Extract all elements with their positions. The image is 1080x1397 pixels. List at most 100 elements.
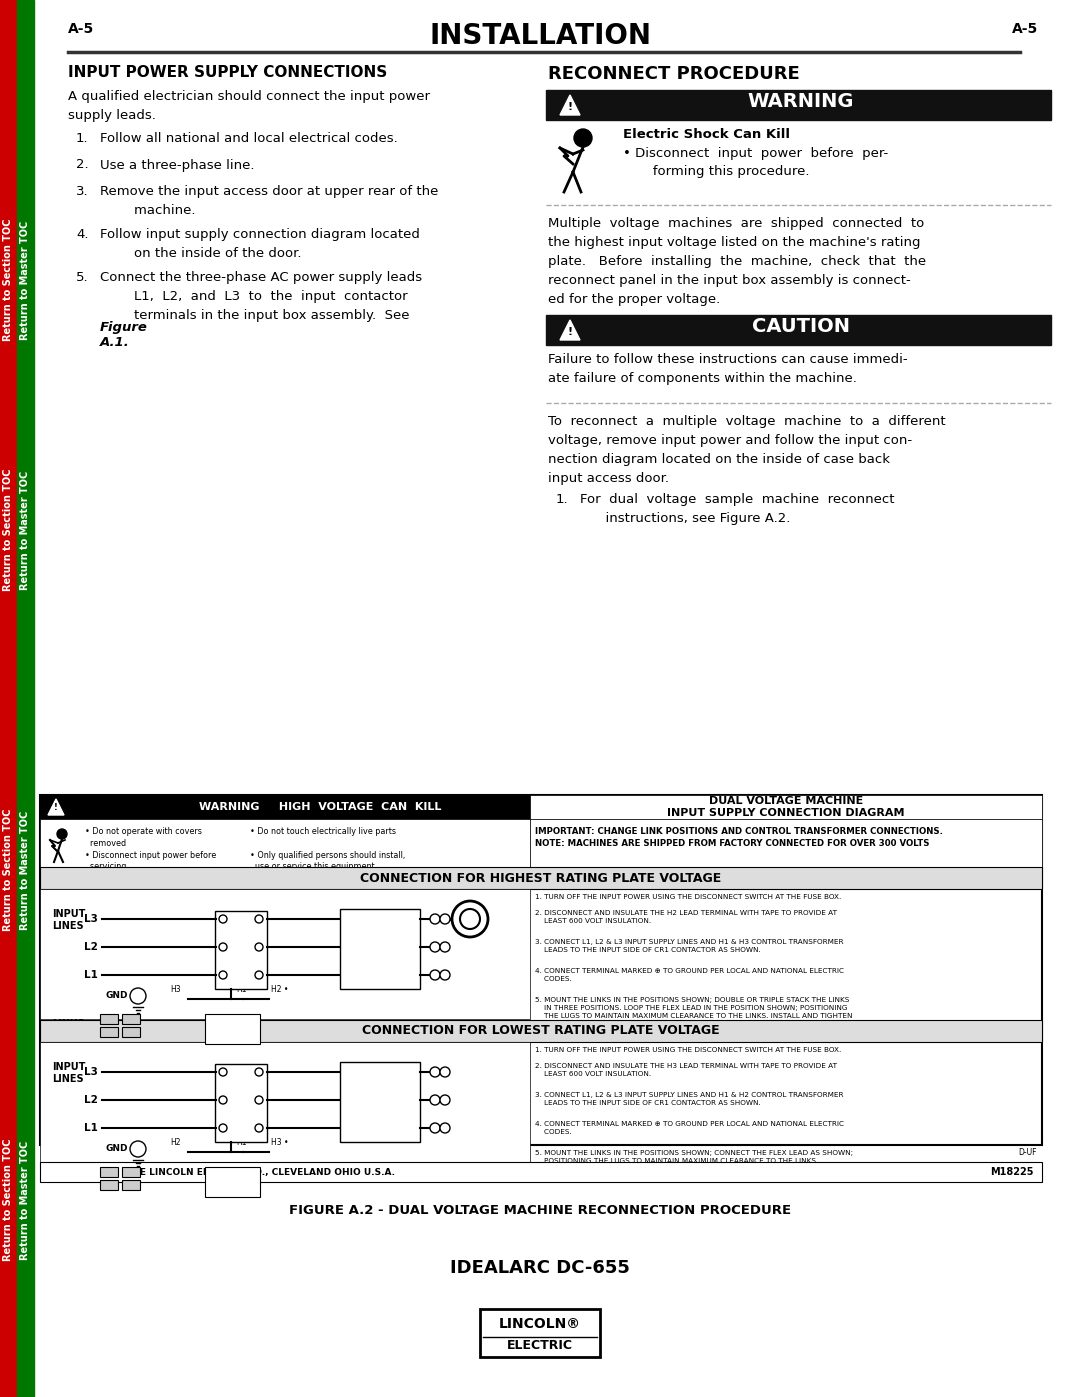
Bar xyxy=(40,1162,1042,1182)
Text: Return to Section TOC: Return to Section TOC xyxy=(3,809,14,932)
Circle shape xyxy=(440,1123,450,1133)
Text: H3 •: H3 • xyxy=(271,1139,288,1147)
Text: DUAL VOLTAGE MACHINE
INPUT SUPPLY CONNECTION DIAGRAM: DUAL VOLTAGE MACHINE INPUT SUPPLY CONNEC… xyxy=(667,796,905,819)
Text: !: ! xyxy=(567,102,572,112)
Circle shape xyxy=(255,1125,264,1132)
Circle shape xyxy=(255,971,264,979)
Text: GND: GND xyxy=(105,1144,127,1153)
Text: INPUT
LINES: INPUT LINES xyxy=(52,909,85,932)
Bar xyxy=(215,1065,267,1141)
Text: H2: H2 xyxy=(170,1139,180,1147)
Bar xyxy=(480,1309,600,1356)
Text: H3: H3 xyxy=(170,985,180,995)
Text: 3. CONNECT L1, L2 & L3 INPUT SUPPLY LINES AND H1 & H3 CONTROL TRANSFORMER
    LE: 3. CONNECT L1, L2 & L3 INPUT SUPPLY LINE… xyxy=(535,939,843,953)
Text: !: ! xyxy=(54,803,58,813)
Circle shape xyxy=(255,915,264,923)
Bar xyxy=(100,1166,118,1178)
Circle shape xyxy=(219,1067,227,1076)
Text: U: U xyxy=(221,971,227,979)
Text: 4. CONNECT TERMINAL MARKED ⊕ TO GROUND PER LOCAL AND NATIONAL ELECTRIC
    CODES: 4. CONNECT TERMINAL MARKED ⊕ TO GROUND P… xyxy=(535,968,843,982)
Circle shape xyxy=(255,1097,264,1104)
Text: • Do not operate with covers
  removed
• Disconnect input power before
  servici: • Do not operate with covers removed • D… xyxy=(85,827,216,872)
Bar xyxy=(122,1180,140,1190)
Text: 2.: 2. xyxy=(76,158,89,172)
Text: L2: L2 xyxy=(84,1095,98,1105)
Circle shape xyxy=(430,942,440,951)
Text: Follow all national and local electrical codes.: Follow all national and local electrical… xyxy=(100,131,397,145)
Text: To  reconnect  a  multiple  voltage  machine  to  a  different
voltage, remove i: To reconnect a multiple voltage machine … xyxy=(548,415,946,485)
Bar xyxy=(40,819,530,868)
Circle shape xyxy=(440,914,450,923)
Text: M18225: M18225 xyxy=(990,1166,1034,1178)
Circle shape xyxy=(440,942,450,951)
Text: • Disconnect  input  power  before  per-
       forming this procedure.: • Disconnect input power before per- for… xyxy=(623,147,888,177)
Bar xyxy=(40,795,530,819)
Bar xyxy=(530,819,1042,868)
Circle shape xyxy=(57,828,67,840)
Circle shape xyxy=(255,1067,264,1076)
Text: 5.: 5. xyxy=(76,271,89,284)
Circle shape xyxy=(255,943,264,951)
Text: INPUT
LINES: INPUT LINES xyxy=(52,1062,85,1084)
Text: CR1: CR1 xyxy=(233,919,248,928)
Text: INSTALLATION: INSTALLATION xyxy=(429,22,651,50)
Bar xyxy=(122,1027,140,1037)
Text: L1: L1 xyxy=(84,970,98,981)
Text: ELECTRIC: ELECTRIC xyxy=(507,1338,573,1352)
Circle shape xyxy=(430,1123,440,1133)
Text: 5. MOUNT THE LINKS IN THE POSITIONS SHOWN; DOUBLE OR TRIPLE STACK THE LINKS
    : 5. MOUNT THE LINKS IN THE POSITIONS SHOW… xyxy=(535,997,852,1027)
Circle shape xyxy=(440,1067,450,1077)
Circle shape xyxy=(430,1095,440,1105)
Text: Return to Section TOC: Return to Section TOC xyxy=(3,1139,14,1261)
Circle shape xyxy=(430,970,440,981)
Text: 3. CONNECT L1, L2 & L3 INPUT SUPPLY LINES AND H1 & H2 CONTROL TRANSFORMER
    LE: 3. CONNECT L1, L2 & L3 INPUT SUPPLY LINE… xyxy=(535,1092,843,1106)
Text: Follow input supply connection diagram located
        on the inside of the door: Follow input supply connection diagram l… xyxy=(100,228,420,260)
Text: Electric Shock Can Kill: Electric Shock Can Kill xyxy=(623,129,789,141)
Bar xyxy=(546,314,1051,345)
Bar xyxy=(205,1014,260,1044)
Bar xyxy=(340,909,420,989)
Text: Multiple  voltage  machines  are  shipped  connected  to
the highest input volta: Multiple voltage machines are shipped co… xyxy=(548,217,927,306)
Text: CONNECTION FOR LOWEST RATING PLATE VOLTAGE: CONNECTION FOR LOWEST RATING PLATE VOLTA… xyxy=(362,1024,719,1038)
Text: Return to Master TOC: Return to Master TOC xyxy=(21,1140,30,1260)
Text: INPUT POWER SUPPLY CONNECTIONS: INPUT POWER SUPPLY CONNECTIONS xyxy=(68,66,388,80)
Bar xyxy=(122,1014,140,1024)
Text: IMPORTANT: CHANGE LINK POSITIONS AND CONTROL TRANSFORMER CONNECTIONS.
NOTE: MACH: IMPORTANT: CHANGE LINK POSITIONS AND CON… xyxy=(535,827,943,848)
Bar xyxy=(17,0,33,1397)
Text: GND: GND xyxy=(105,990,127,1000)
Text: D-UF: D-UF xyxy=(1018,1148,1037,1157)
Text: CAUTION: CAUTION xyxy=(752,317,850,337)
Text: L1: L1 xyxy=(84,1123,98,1133)
Bar xyxy=(530,795,1042,819)
Bar xyxy=(40,1042,530,1162)
Text: A-5: A-5 xyxy=(68,22,94,36)
Text: For  dual  voltage  sample  machine  reconnect
      instructions, see Figure A.: For dual voltage sample machine reconnec… xyxy=(580,493,894,525)
Circle shape xyxy=(219,1125,227,1132)
Text: WARNING: WARNING xyxy=(747,92,854,110)
Text: L3: L3 xyxy=(84,914,98,923)
Polygon shape xyxy=(561,320,580,339)
Text: THE LINCOLN ELECTRIC CO., CLEVELAND OHIO U.S.A.: THE LINCOLN ELECTRIC CO., CLEVELAND OHIO… xyxy=(125,1168,394,1176)
Text: W: W xyxy=(221,922,229,932)
Circle shape xyxy=(219,943,227,951)
Text: Return to Master TOC: Return to Master TOC xyxy=(21,810,30,929)
Circle shape xyxy=(430,914,440,923)
Text: A-5: A-5 xyxy=(1012,22,1038,36)
Text: CONNECTION FOR HIGHEST RATING PLATE VOLTAGE: CONNECTION FOR HIGHEST RATING PLATE VOLT… xyxy=(361,872,721,884)
Text: Figure
A.1.: Figure A.1. xyxy=(100,320,148,348)
Circle shape xyxy=(430,1067,440,1077)
Circle shape xyxy=(130,988,146,1004)
Text: W: W xyxy=(221,1076,229,1084)
Circle shape xyxy=(130,1141,146,1157)
Text: H1: H1 xyxy=(237,1139,246,1147)
Text: WARNING     HIGH  VOLTAGE  CAN  KILL: WARNING HIGH VOLTAGE CAN KILL xyxy=(199,802,442,812)
Bar xyxy=(100,1027,118,1037)
Text: !: ! xyxy=(567,327,572,337)
Text: Connect the three-phase AC power supply leads
        L1,  L2,  and  L3  to  the: Connect the three-phase AC power supply … xyxy=(100,271,422,321)
Circle shape xyxy=(573,129,592,147)
Text: LINCOLN®: LINCOLN® xyxy=(499,1317,581,1331)
Bar xyxy=(40,888,530,1018)
Text: LINKS: LINKS xyxy=(52,1172,84,1182)
Text: 3.: 3. xyxy=(76,184,89,198)
Text: Return to Section TOC: Return to Section TOC xyxy=(3,219,14,341)
